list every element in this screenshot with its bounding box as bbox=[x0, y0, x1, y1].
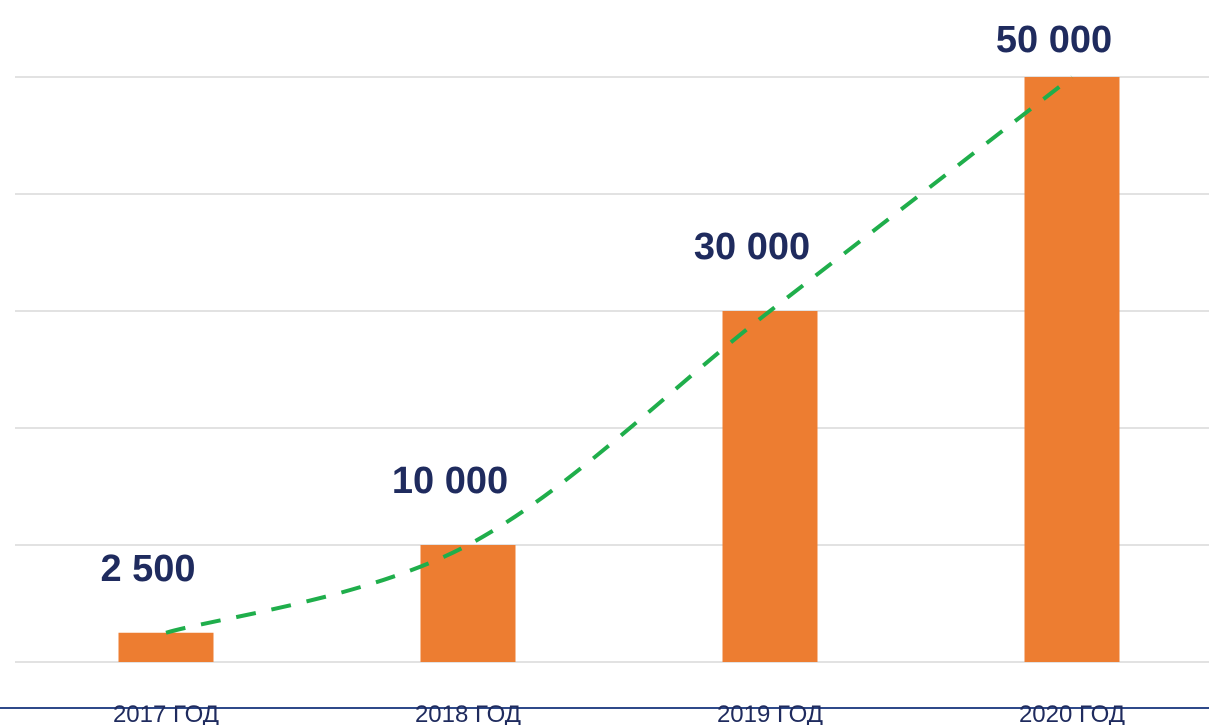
x-tick-label: 2017 ГОД bbox=[113, 701, 219, 725]
value-label: 50 000 bbox=[996, 19, 1112, 61]
value-label: 10 000 bbox=[392, 460, 508, 502]
x-tick-label: 2020 ГОД bbox=[1019, 701, 1125, 725]
bar bbox=[118, 632, 214, 662]
bar bbox=[722, 311, 818, 662]
value-label: 2 500 bbox=[100, 548, 195, 590]
x-tick-label: 2018 ГОД bbox=[415, 701, 521, 725]
bar bbox=[420, 545, 516, 662]
value-label: 30 000 bbox=[694, 226, 810, 268]
x-tick-label: 2019 ГОД bbox=[717, 701, 823, 725]
bar bbox=[1024, 77, 1120, 662]
trend-line bbox=[165, 75, 1074, 635]
